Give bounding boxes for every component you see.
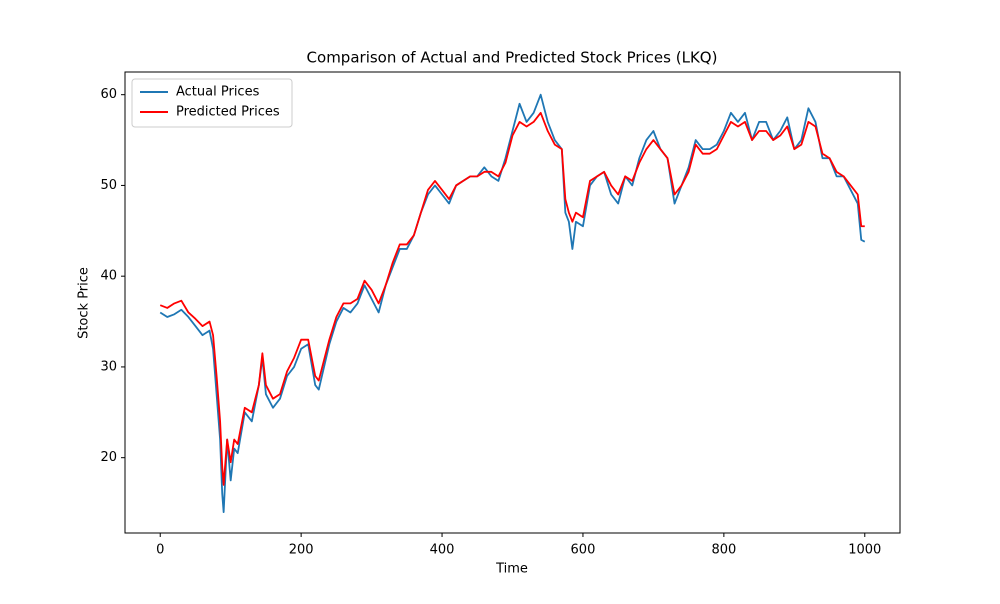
x-tick-label: 200 [289, 543, 314, 558]
y-tick-label: 30 [100, 359, 117, 374]
y-axis-label: Stock Price [77, 267, 92, 339]
plot-frame [124, 71, 901, 534]
chart-title: Comparison of Actual and Predicted Stock… [307, 49, 718, 67]
x-tick-label: 400 [430, 543, 455, 558]
x-axis-label: Time [495, 562, 528, 577]
legend-box [131, 78, 293, 128]
x-tick-label: 800 [711, 543, 736, 558]
x-tick-label: 0 [156, 543, 164, 558]
y-tick-label: 60 [100, 87, 117, 102]
y-tick-label: 50 [100, 178, 117, 193]
legend-label: Actual Prices [176, 85, 260, 100]
y-tick-label: 20 [100, 450, 117, 465]
legend-label: Predicted Prices [176, 105, 280, 120]
x-tick-label: 1000 [848, 543, 881, 558]
data-line [159, 93, 866, 514]
y-tick-label: 40 [100, 269, 117, 284]
x-tick-label: 600 [571, 543, 596, 558]
data-line [159, 111, 865, 486]
